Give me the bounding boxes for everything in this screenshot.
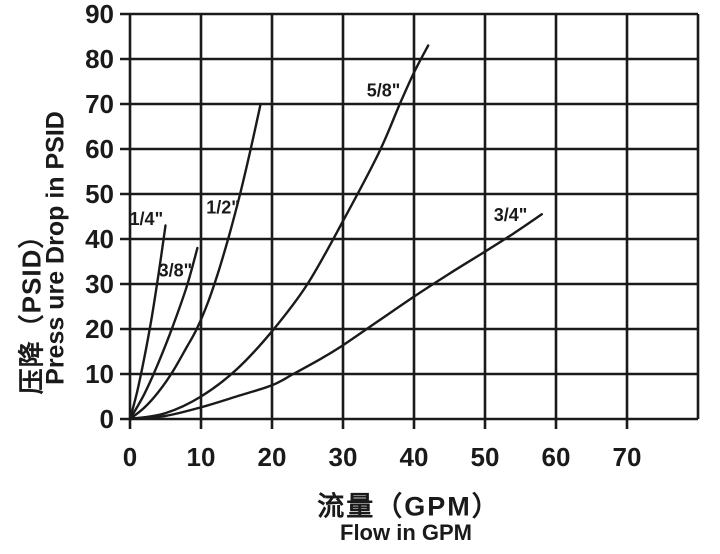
y-tick-label-20: 20: [85, 314, 114, 344]
y-tick-label-0: 0: [100, 404, 114, 434]
curve-label-1-2in: 1/2": [206, 198, 240, 218]
curve-label-5-8in: 5/8": [367, 81, 401, 101]
x-tick-label-60: 60: [542, 442, 571, 472]
curve-label-3-8in: 3/8": [159, 261, 193, 281]
y-tick-label-70: 70: [85, 89, 114, 119]
curve-label-3-4in: 3/4": [494, 205, 528, 225]
curve-3-4in: [128, 213, 543, 421]
curve-label-1-4in: 1/4": [130, 209, 164, 229]
y-tick-label-60: 60: [85, 134, 114, 164]
x-tick-label-40: 40: [400, 442, 429, 472]
curve-1-2in: [128, 102, 262, 421]
x-axis-title-chinese: 流量（GPM）: [317, 491, 501, 522]
y-tick-label-10: 10: [85, 359, 114, 389]
y-tick-label-30: 30: [85, 269, 114, 299]
x-tick-label-0: 0: [123, 442, 137, 472]
x-tick-label-30: 30: [329, 442, 358, 472]
y-tick-label-40: 40: [85, 224, 114, 254]
y-tick-label-50: 50: [85, 179, 114, 209]
y-tick-label-90: 90: [85, 0, 114, 29]
x-axis-title-english: Flow in GPM: [340, 520, 472, 545]
curve-5-8in: [128, 44, 430, 421]
x-tick-label-70: 70: [613, 442, 642, 472]
x-tick-label-50: 50: [471, 442, 500, 472]
x-tick-label-10: 10: [187, 442, 216, 472]
curve-1-4in: [128, 224, 167, 421]
curve-3-8in: [128, 246, 199, 421]
x-tick-label-20: 20: [258, 442, 287, 472]
y-tick-label-80: 80: [85, 44, 114, 74]
y-axis-title-english: Press ure Drop in PSID: [41, 111, 70, 385]
